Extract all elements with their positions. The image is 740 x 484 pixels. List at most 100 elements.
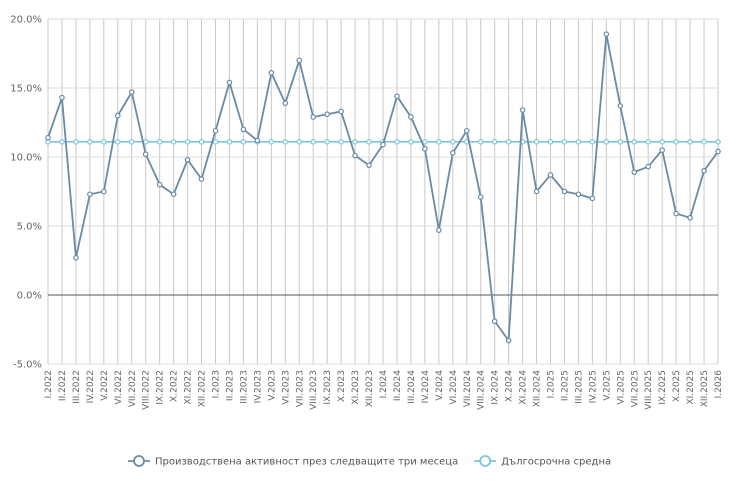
data-point <box>715 148 721 155</box>
data-point <box>701 168 707 174</box>
y-tick-label: -5.0% <box>13 360 42 371</box>
data-point <box>422 145 428 152</box>
legend-label: Дългосрочна средна <box>501 457 611 468</box>
data-point <box>380 141 386 148</box>
data-point <box>505 337 512 344</box>
x-tick-label: IV.2024 <box>421 370 431 404</box>
data-point <box>352 152 358 159</box>
data-point <box>449 139 456 145</box>
x-tick-label: II.2022 <box>58 370 68 401</box>
x-tick-label: XI.2023 <box>351 370 361 405</box>
data-point <box>212 127 219 134</box>
x-tick-label: V.2025 <box>602 370 612 401</box>
data-point <box>575 139 582 145</box>
data-point <box>631 139 638 145</box>
data-point <box>436 139 442 145</box>
data-point <box>59 139 65 145</box>
data-point <box>519 107 526 113</box>
data-point <box>240 139 247 145</box>
x-tick-label: II.2023 <box>225 370 235 401</box>
x-tick-label: V.2022 <box>100 370 110 401</box>
x-tick-label: III.2024 <box>407 370 417 404</box>
x-tick-label: XII.2025 <box>700 370 710 407</box>
series <box>45 31 721 344</box>
x-tick-label: XII.2023 <box>365 370 375 407</box>
x-tick-label: VII.2022 <box>128 370 138 407</box>
data-point <box>184 139 191 145</box>
x-tick-label: VIII.2022 <box>142 370 152 410</box>
x-tick-label: XII.2024 <box>533 370 543 408</box>
data-point <box>142 151 149 158</box>
x-tick-label: XI.2022 <box>184 370 194 405</box>
x-tick-label: XI.2024 <box>519 370 529 405</box>
data-point <box>352 139 358 145</box>
legend-swatch-marker <box>479 455 492 467</box>
x-tick-label: VIII.2025 <box>644 370 654 410</box>
x-tick-label: IV.2025 <box>588 370 598 403</box>
data-point <box>547 139 554 145</box>
x-tick-label: VI.2022 <box>114 370 124 405</box>
data-point <box>687 139 693 145</box>
data-point <box>114 139 121 145</box>
data-point <box>436 227 442 233</box>
data-point <box>226 139 233 145</box>
data-point <box>589 139 596 145</box>
data-point <box>631 169 638 175</box>
x-tick-label: X.2022 <box>170 370 180 402</box>
data-point <box>617 139 624 145</box>
x-tick-label: IV.2023 <box>253 370 263 403</box>
data-point <box>533 139 540 145</box>
data-point <box>226 79 233 86</box>
data-point <box>449 150 456 156</box>
data-point <box>254 137 261 144</box>
x-axis-ticks: I.2022 II.2022 III.2022 IV.2022 V.2022 VI.202… <box>44 370 724 410</box>
data-point <box>324 139 330 145</box>
y-tick-label: 0.0% <box>17 291 42 302</box>
x-tick-label: II.2024 <box>393 370 403 401</box>
data-point <box>408 114 414 120</box>
data-point <box>310 139 317 145</box>
data-point <box>268 139 275 145</box>
data-point <box>617 103 624 109</box>
legend-label: Производствена активност през следващите… <box>155 457 458 468</box>
data-point <box>156 139 163 145</box>
data-point <box>156 181 163 188</box>
data-point <box>268 70 275 76</box>
data-point <box>505 139 512 145</box>
data-point <box>87 139 93 145</box>
x-tick-label: VI.2024 <box>449 370 459 405</box>
data-point <box>73 254 79 261</box>
data-point <box>603 31 610 37</box>
data-point <box>477 194 484 200</box>
data-point <box>408 139 414 145</box>
data-point <box>394 139 400 145</box>
data-point <box>296 57 303 64</box>
data-point <box>128 139 135 145</box>
data-point <box>296 139 303 145</box>
x-tick-label: VII.2023 <box>295 370 305 407</box>
data-point <box>673 139 679 145</box>
y-tick-label: 5.0% <box>17 222 42 233</box>
data-point <box>101 139 107 145</box>
data-point <box>687 214 693 221</box>
data-point <box>715 139 721 145</box>
x-tick-label: VII.2025 <box>630 370 640 407</box>
data-point <box>128 89 135 95</box>
x-tick-label: X.2025 <box>672 370 682 402</box>
data-point <box>282 139 289 145</box>
x-tick-label: V.2024 <box>435 370 445 401</box>
data-point <box>282 100 289 106</box>
data-point <box>659 139 665 145</box>
x-tick-label: VI.2023 <box>281 370 291 405</box>
data-point <box>533 188 540 195</box>
data-point <box>45 134 51 141</box>
data-point <box>338 108 344 115</box>
data-point <box>561 139 568 145</box>
legend-swatch-marker <box>133 455 145 467</box>
x-tick-label: VIII.2023 <box>309 370 319 410</box>
x-tick-label: XII.2022 <box>198 370 208 407</box>
data-point <box>603 139 610 145</box>
data-point <box>463 127 470 134</box>
legend: Производствена активност през следващите… <box>128 455 611 468</box>
